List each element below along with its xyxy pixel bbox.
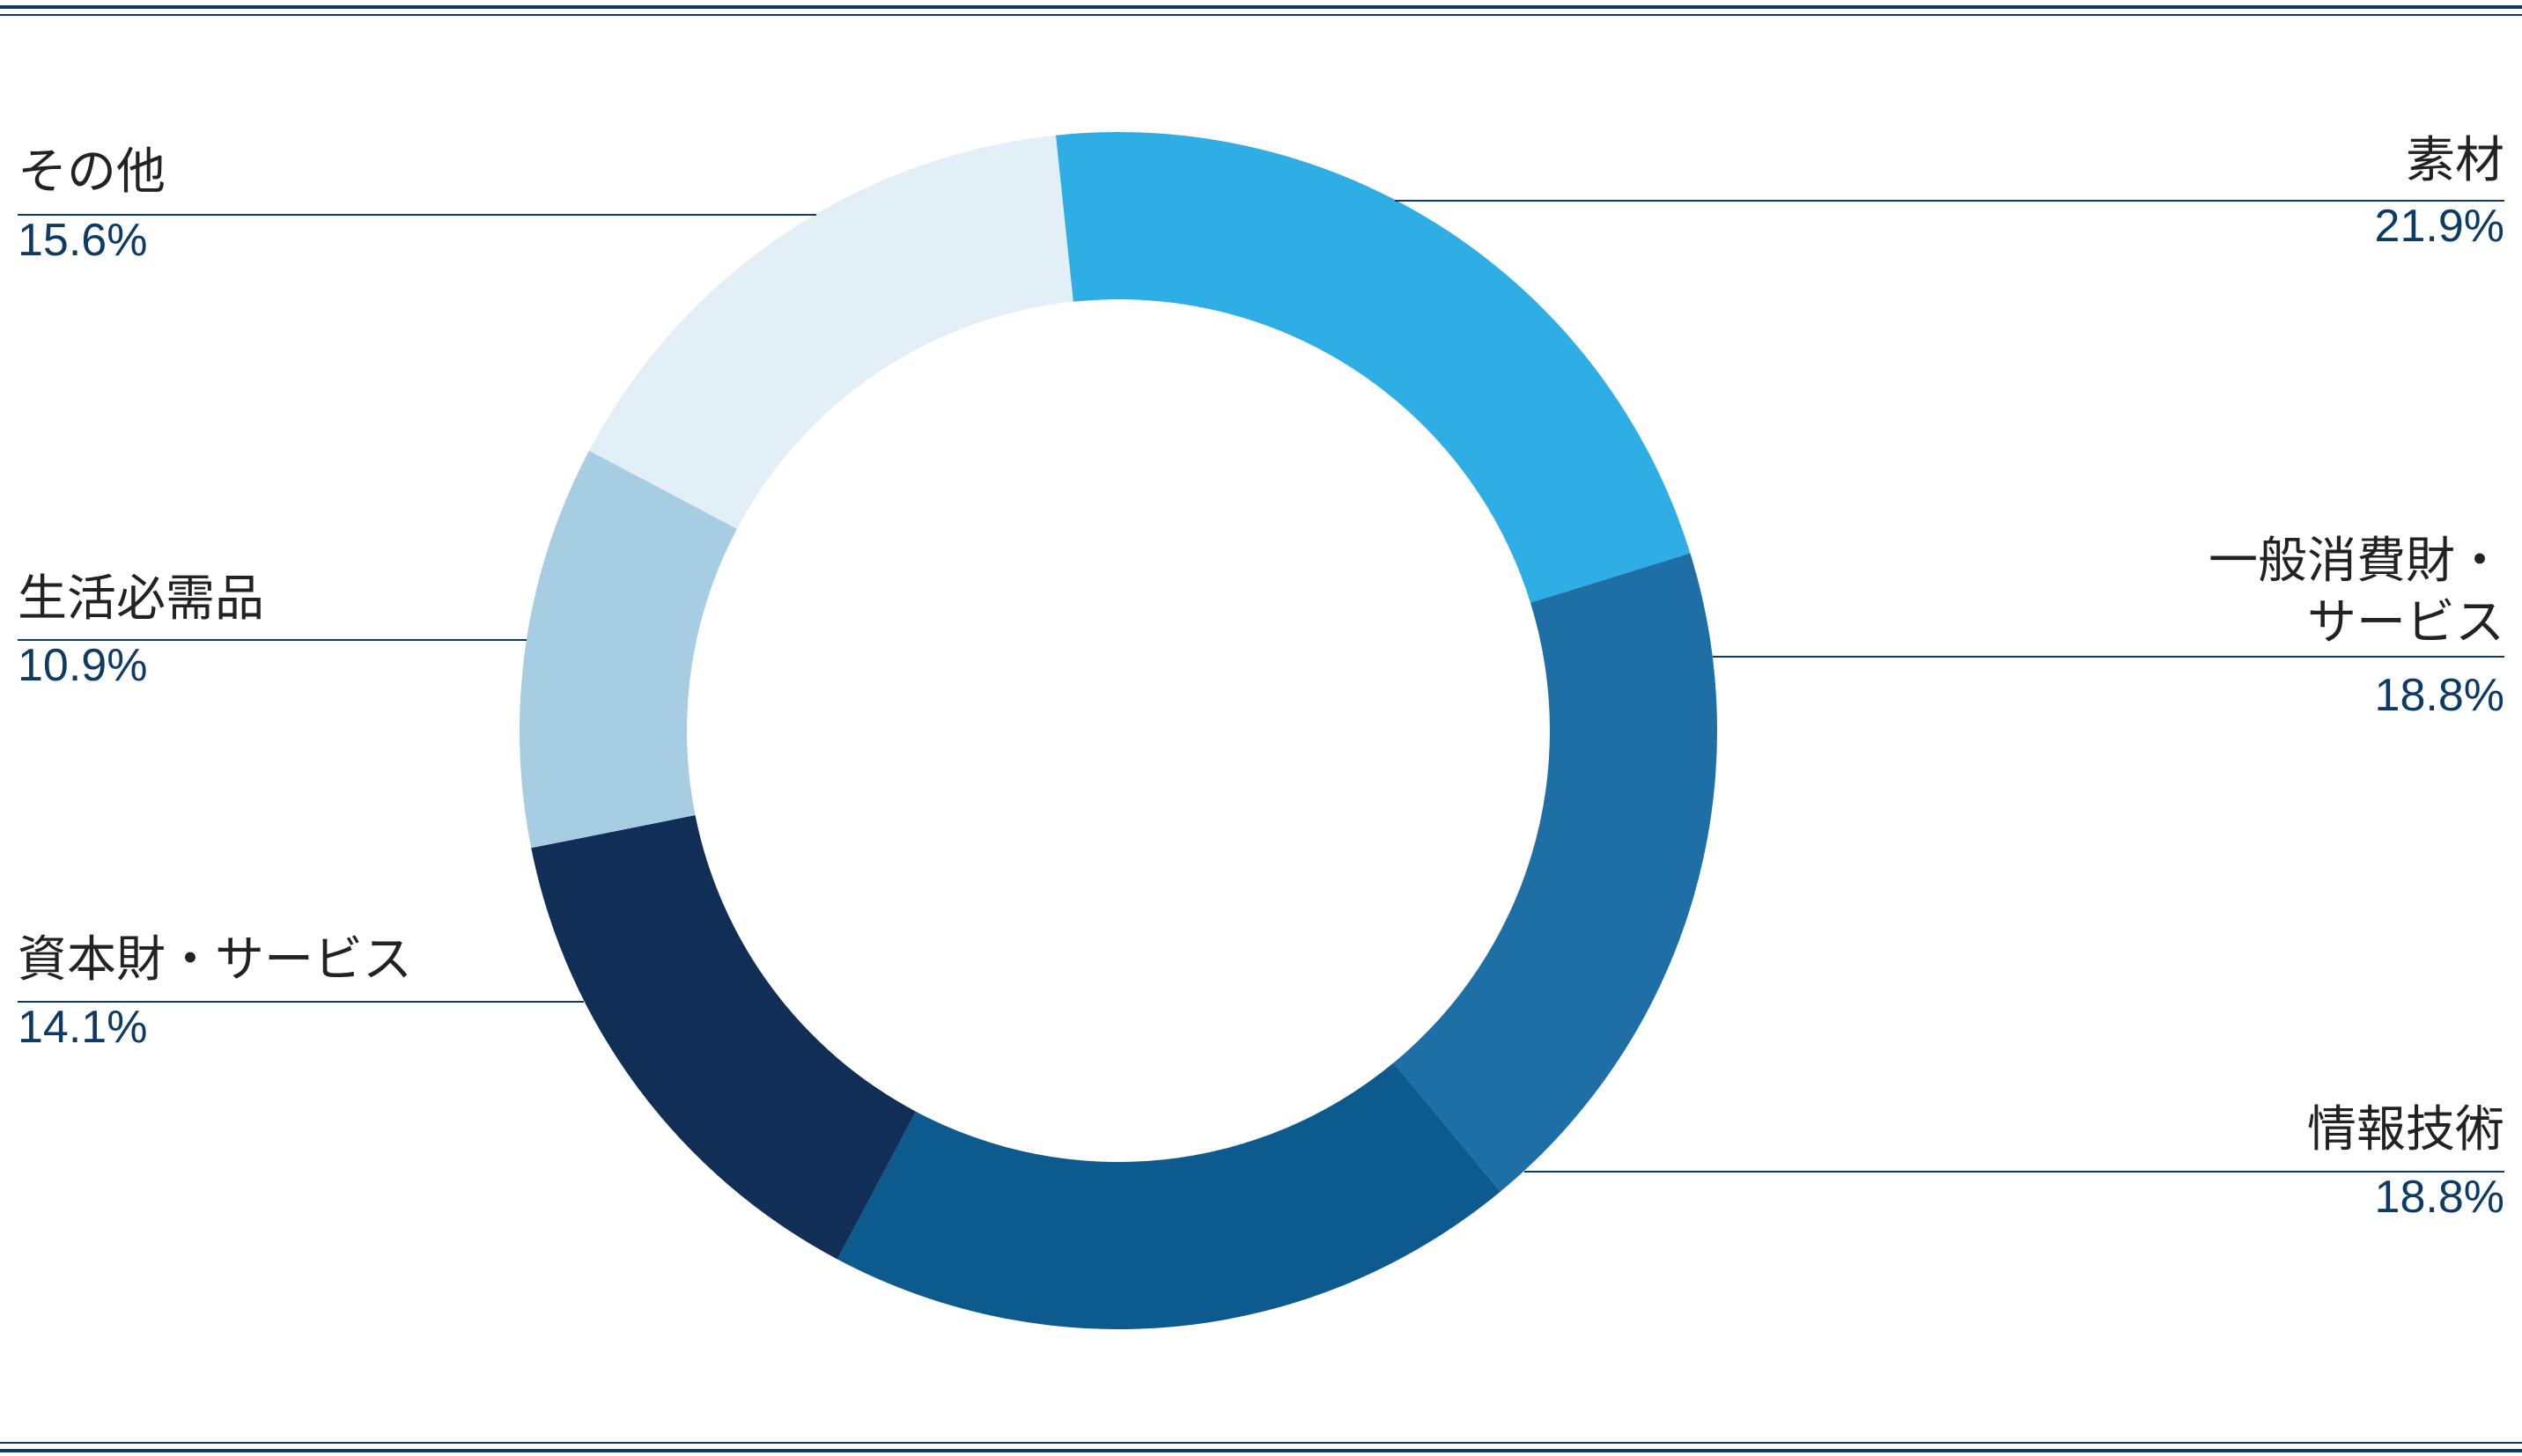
slice-other xyxy=(589,136,1073,529)
label-name-materials: 素材 xyxy=(2406,129,2504,191)
donut-svg xyxy=(520,132,1717,1329)
label-name-other: その他 xyxy=(18,141,166,202)
label-name-staples: 生活必需品 xyxy=(18,568,264,629)
label-pct-materials: 21.9% xyxy=(2375,200,2504,253)
slice-consumer_disc xyxy=(1394,553,1717,1191)
leader-info_tech xyxy=(1524,1171,2504,1173)
label-name-consumer-disc: 一般消費財・ サービス xyxy=(2209,530,2504,653)
top-rule-outer xyxy=(0,5,2522,9)
label-pct-info-tech: 18.8% xyxy=(2375,1171,2504,1224)
slice-info_tech xyxy=(837,1063,1501,1329)
label-pct-industrials: 14.1% xyxy=(18,1001,147,1054)
label-pct-staples: 10.9% xyxy=(18,639,147,692)
slice-industrials xyxy=(531,815,916,1259)
label-pct-other: 15.6% xyxy=(18,214,147,267)
bottom-rule-outer xyxy=(0,1449,2522,1452)
leader-consumer_disc xyxy=(1713,656,2504,658)
top-rule-inner xyxy=(0,14,2522,16)
slice-materials xyxy=(1056,132,1691,603)
leader-industrials xyxy=(18,1001,584,1003)
label-name-industrials: 資本財・サービス xyxy=(18,929,412,990)
leader-materials xyxy=(1395,200,2504,202)
label-pct-consumer-disc: 18.8% xyxy=(2375,669,2504,722)
leader-staples xyxy=(18,639,527,641)
leader-other xyxy=(18,214,816,216)
bottom-rule-inner xyxy=(0,1442,2522,1444)
label-name-info-tech: 情報技術 xyxy=(2307,1099,2504,1160)
donut-chart: 素材 21.9% 一般消費財・ サービス 18.8% 情報技術 18.8% 資本… xyxy=(0,0,2522,1456)
